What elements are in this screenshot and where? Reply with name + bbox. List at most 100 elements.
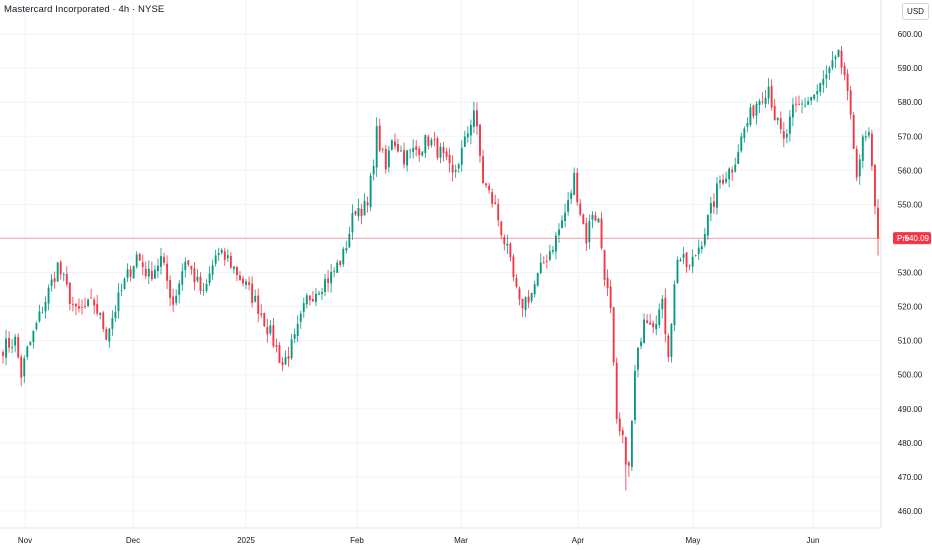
candle-body xyxy=(615,362,618,419)
candle xyxy=(263,312,266,328)
candle-body xyxy=(664,297,667,334)
y-tick-label: 520.00 xyxy=(898,303,923,312)
candle xyxy=(126,263,129,283)
candle-body xyxy=(761,101,764,103)
last-price-value: 540.09 xyxy=(905,234,930,243)
candle-body xyxy=(679,259,682,262)
candle xyxy=(870,129,873,171)
candle xyxy=(327,269,330,293)
candle-body xyxy=(430,139,433,146)
candle xyxy=(466,126,469,143)
candle xyxy=(877,199,879,256)
candle xyxy=(302,297,305,318)
candle-body xyxy=(169,280,172,298)
candle-body xyxy=(378,125,381,151)
candle xyxy=(600,211,603,251)
candle xyxy=(278,342,281,364)
candle xyxy=(53,271,56,289)
candle-body xyxy=(406,150,409,166)
candle-body xyxy=(381,149,384,150)
candle-body xyxy=(627,462,630,466)
candle xyxy=(59,259,62,280)
candle-body xyxy=(433,138,436,140)
candle-body xyxy=(239,275,241,280)
candle xyxy=(545,254,548,269)
candle-body xyxy=(111,318,114,329)
candle-body xyxy=(758,101,761,106)
candle xyxy=(779,111,782,134)
candle-body xyxy=(585,223,588,244)
candle xyxy=(688,264,691,271)
candle xyxy=(661,295,664,319)
candle xyxy=(463,130,466,147)
candle xyxy=(175,289,178,306)
candle xyxy=(403,142,405,169)
candle-body xyxy=(682,253,685,258)
candle-body xyxy=(697,247,700,255)
candle-body xyxy=(597,218,600,223)
candle xyxy=(384,145,387,174)
candle xyxy=(785,129,788,144)
candle xyxy=(290,334,293,361)
candle-body xyxy=(129,269,132,277)
candle xyxy=(548,244,551,262)
candle xyxy=(740,132,743,153)
candle-body xyxy=(673,284,676,326)
candle-body xyxy=(606,277,609,289)
candle xyxy=(427,134,430,150)
candle xyxy=(235,266,238,282)
candle xyxy=(685,251,688,273)
candle-body xyxy=(813,94,816,99)
candle-body xyxy=(266,326,269,335)
candle-body xyxy=(655,324,658,330)
candle xyxy=(406,149,409,172)
chart-title: Mastercard Incorporated · 4h · NYSE xyxy=(4,4,165,15)
candle xyxy=(93,297,96,315)
candle-body xyxy=(147,268,150,277)
candle-body xyxy=(403,150,405,165)
candle xyxy=(852,112,855,150)
candle xyxy=(299,310,302,329)
y-tick-label: 500.00 xyxy=(898,371,923,380)
candle xyxy=(500,220,503,239)
candle xyxy=(342,246,345,267)
candle-body xyxy=(78,306,80,309)
candle-body xyxy=(436,138,439,158)
candle xyxy=(564,203,567,228)
candle xyxy=(439,142,442,164)
candle xyxy=(649,313,652,325)
candle xyxy=(135,251,138,269)
currency-badge[interactable]: USD xyxy=(902,3,929,20)
candle-body xyxy=(521,298,524,309)
y-tick-label: 560.00 xyxy=(898,166,923,175)
candle xyxy=(530,292,533,304)
candle xyxy=(712,193,715,214)
candle-body xyxy=(32,330,35,343)
candle xyxy=(360,203,363,225)
candle-body xyxy=(375,126,378,168)
candle-body xyxy=(68,282,71,304)
candle xyxy=(275,338,278,353)
candle xyxy=(26,345,29,360)
candle xyxy=(393,133,396,150)
candle-body xyxy=(84,305,86,307)
candle-body xyxy=(621,430,624,436)
candle xyxy=(615,357,618,424)
candle xyxy=(345,240,348,254)
candle-body xyxy=(630,420,633,467)
candle-body xyxy=(342,248,345,265)
candle-body xyxy=(831,60,834,68)
candle xyxy=(795,96,797,113)
candle-body xyxy=(558,229,560,236)
candle-body xyxy=(205,283,208,291)
candle-body xyxy=(855,148,858,178)
candle-body xyxy=(819,83,822,93)
candle xyxy=(576,168,579,206)
candle xyxy=(193,262,196,291)
candle-body xyxy=(132,266,135,279)
x-tick-label: Dec xyxy=(126,536,140,545)
candle-body xyxy=(20,356,23,378)
candle-body xyxy=(299,313,302,322)
candle-body xyxy=(588,221,591,243)
